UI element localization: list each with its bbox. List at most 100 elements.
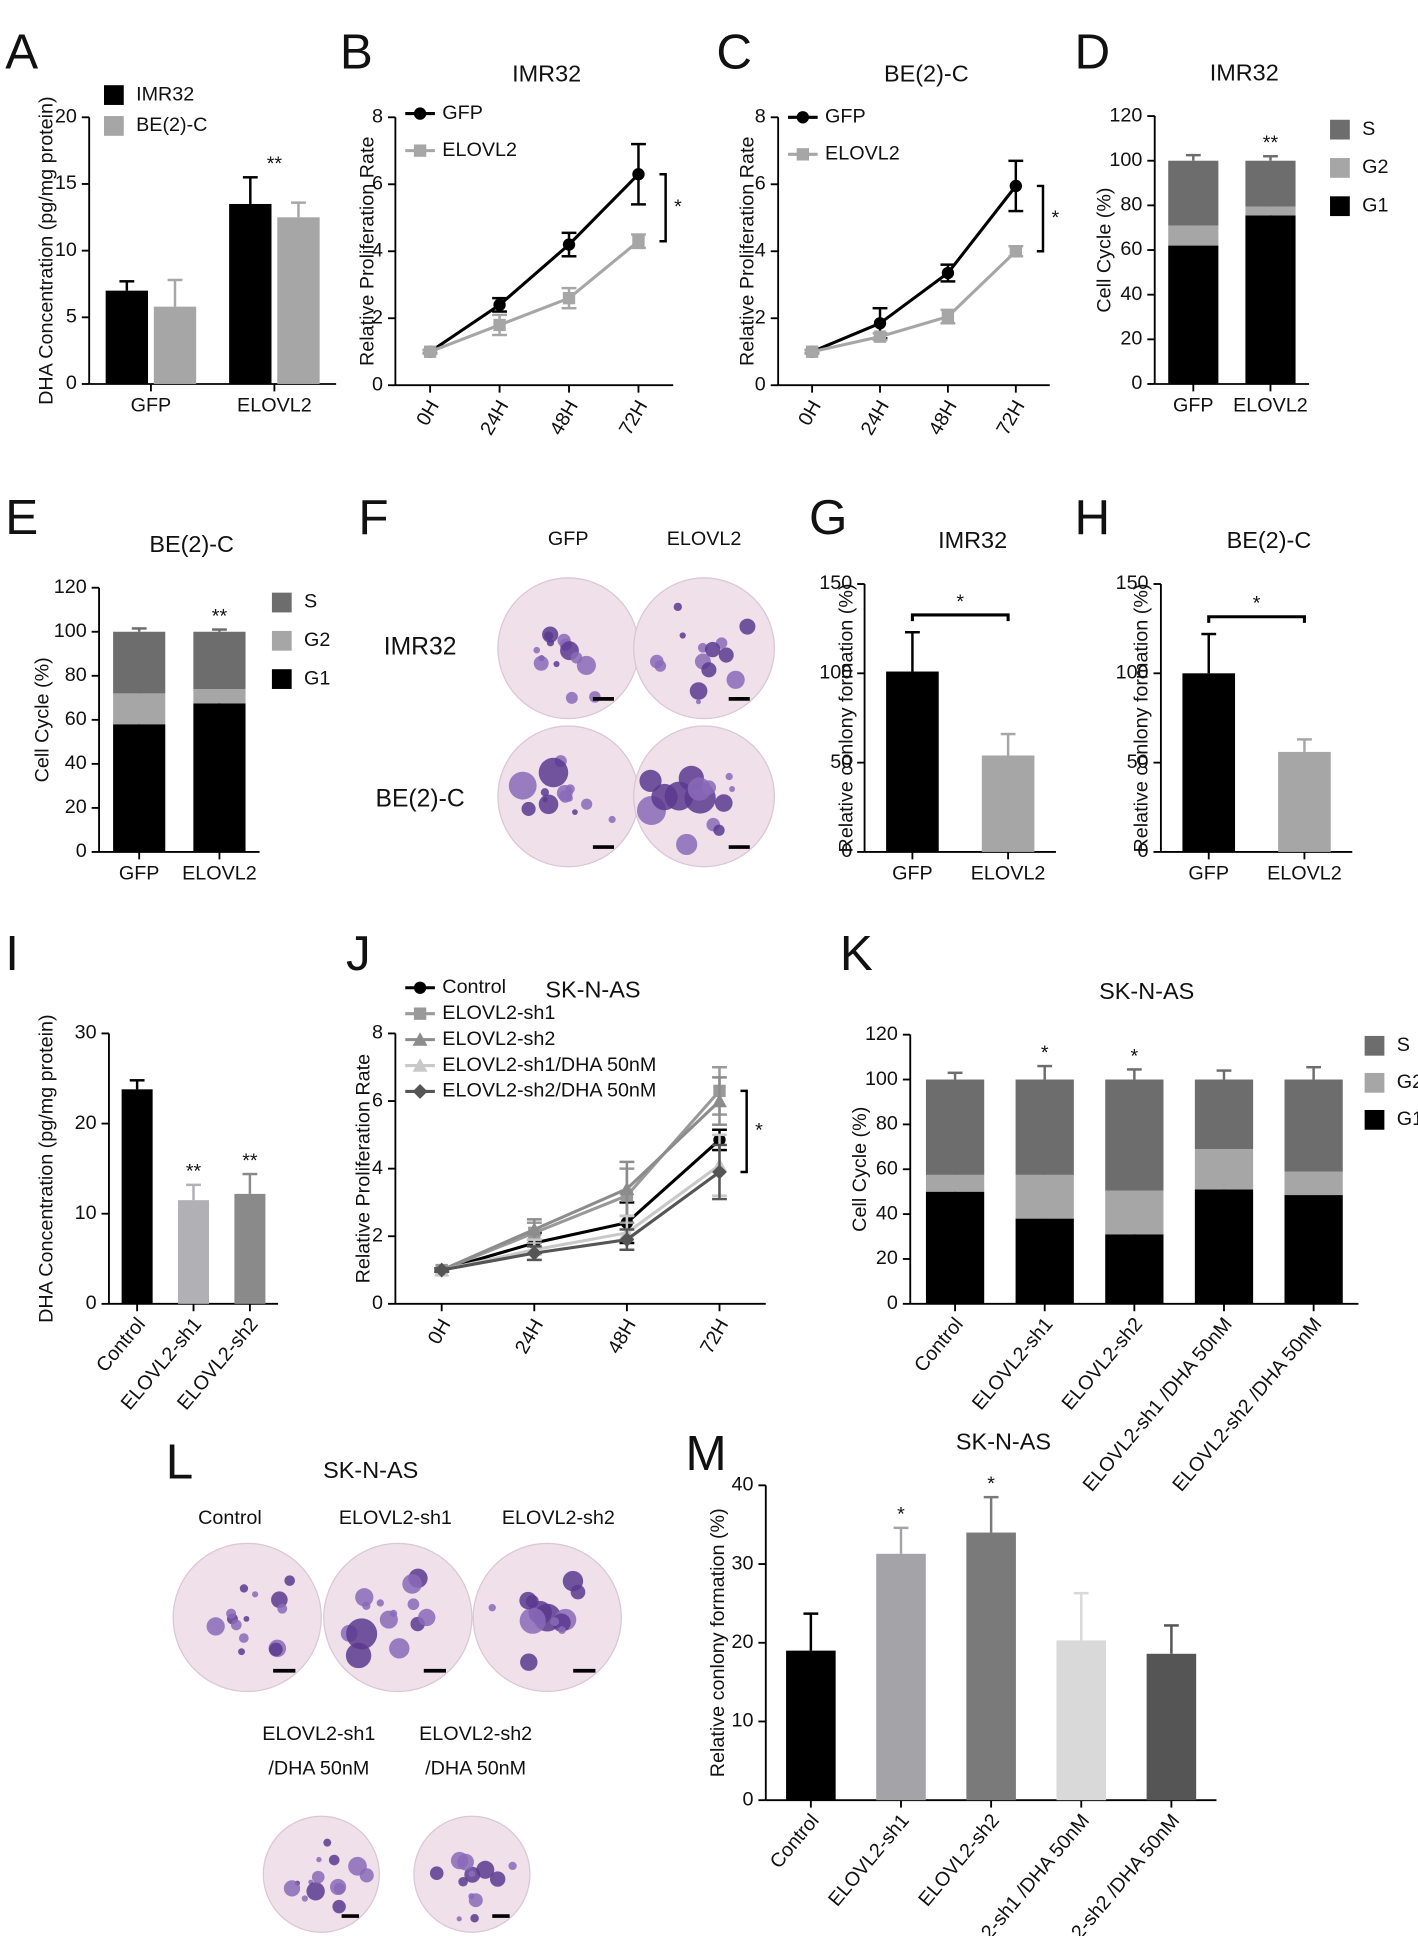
sample-label: Control — [198, 1507, 262, 1529]
significance-bracket — [910, 613, 1010, 622]
x-tick-label: 24H — [857, 397, 894, 439]
legend-label: G1 — [1362, 194, 1388, 216]
colony — [376, 1599, 384, 1607]
y-tick-label: 100 — [819, 662, 852, 684]
colony — [456, 1916, 462, 1922]
x-tick-label: ELOVL2-sh1 /DHA 50nM — [1079, 1314, 1237, 1496]
bar — [966, 1532, 1016, 1801]
panel-letter: M — [686, 1426, 727, 1481]
y-axis-label: Relative Proliferation Rate — [356, 137, 378, 366]
marker — [413, 981, 427, 994]
significance-label: * — [987, 1473, 995, 1495]
y-tick-label: 150 — [1116, 572, 1149, 594]
y-tick-label: 10 — [75, 1202, 97, 1224]
x-tick-label: 72H — [992, 397, 1029, 439]
chart-title: SK-N-AS — [956, 1429, 1051, 1455]
y-tick-label: 8 — [372, 1022, 383, 1044]
marker — [805, 345, 819, 358]
y-tick-label: 0 — [742, 1788, 753, 1810]
panel-letter: K — [840, 926, 873, 981]
significance-label: ** — [212, 605, 228, 627]
bar — [786, 1650, 836, 1801]
y-tick-label: 2 — [372, 1224, 383, 1246]
panel-letter: I — [5, 926, 19, 981]
panel-letter: G — [809, 490, 847, 545]
marker — [1009, 245, 1022, 258]
y-tick-label: 8 — [755, 106, 766, 128]
y-tick-label: 10 — [731, 1710, 753, 1732]
line — [441, 1089, 721, 1272]
bar-segment — [1284, 1195, 1343, 1304]
marker — [712, 1164, 727, 1180]
panel-letter: L — [166, 1435, 193, 1490]
colony — [725, 772, 733, 781]
image-title: SK-N-AS — [323, 1457, 418, 1483]
line — [429, 240, 640, 354]
y-tick-label: 120 — [54, 576, 87, 598]
bar — [277, 217, 320, 384]
marker — [796, 148, 810, 161]
y-tick-label: 20 — [65, 796, 87, 818]
legend-label: ELOVL2-sh2/DHA 50nM — [442, 1080, 656, 1102]
y-tick-label: 20 — [731, 1631, 753, 1653]
colony — [739, 618, 756, 635]
colony — [713, 824, 725, 836]
x-tick-label: 48H — [546, 397, 583, 439]
bar — [1056, 1640, 1107, 1801]
y-tick-label: 50 — [830, 751, 852, 773]
sample-label: ELOVL2-sh1 — [339, 1507, 452, 1529]
colony — [533, 655, 549, 671]
colony — [558, 1626, 566, 1634]
sample-label: ELOVL2-sh2 — [502, 1507, 615, 1529]
colony — [429, 1866, 444, 1880]
bar-segment — [1245, 160, 1296, 207]
bar — [153, 306, 197, 384]
y-axis-label: Relative conlony formation (%) — [836, 584, 858, 853]
legend-swatch — [1364, 1072, 1385, 1093]
legend-label: ELOVL2-sh2 — [442, 1028, 555, 1050]
legend-swatch — [271, 669, 292, 689]
y-tick-label: 40 — [65, 752, 87, 774]
x-tick-label: ELOVL2-sh1 — [968, 1314, 1058, 1415]
colony — [729, 786, 736, 792]
sample-label: /DHA 50nM — [425, 1758, 526, 1780]
y-tick-label: 30 — [731, 1552, 753, 1574]
y-axis-label: DHA Concentration (pg/mg protein) — [35, 96, 57, 404]
column-label: ELOVL2 — [667, 528, 742, 550]
line — [441, 1170, 721, 1272]
colony — [695, 699, 701, 705]
colony — [206, 1617, 225, 1636]
bar — [886, 671, 939, 852]
colony — [570, 651, 583, 664]
y-tick-label: 60 — [65, 708, 87, 730]
significance-label: * — [1041, 1042, 1049, 1064]
colony — [402, 1574, 422, 1594]
y-axis-label: Relative conlony formation (%) — [1131, 584, 1153, 853]
legend-label: ELOVL2-sh1 — [442, 1002, 555, 1024]
significance-label: ** — [267, 153, 283, 175]
panel-letter: D — [1074, 25, 1110, 80]
x-tick-label: 24H — [476, 397, 513, 439]
y-tick-label: 2 — [755, 306, 766, 328]
x-tick-label: GFP — [1188, 862, 1229, 884]
legend-label: G1 — [1397, 1108, 1418, 1130]
colony — [284, 1575, 295, 1586]
sample-label: ELOVL2-sh1 — [262, 1723, 375, 1745]
y-tick-label: 0 — [86, 1292, 97, 1314]
y-tick-label: 40 — [731, 1474, 753, 1496]
y-axis-label: Cell Cycle (%) — [1094, 187, 1116, 312]
bar-segment — [113, 693, 166, 725]
colony — [418, 1608, 436, 1627]
bar-segment — [1168, 245, 1219, 384]
marker — [413, 144, 427, 157]
bar-segment — [1284, 1079, 1343, 1172]
y-tick-label: 0 — [755, 373, 766, 395]
colony — [538, 794, 559, 815]
colony — [345, 1642, 372, 1669]
colony — [323, 1838, 332, 1847]
colony — [649, 654, 664, 669]
column-label: GFP — [548, 528, 589, 550]
colony — [330, 1878, 347, 1896]
colony — [726, 670, 745, 689]
